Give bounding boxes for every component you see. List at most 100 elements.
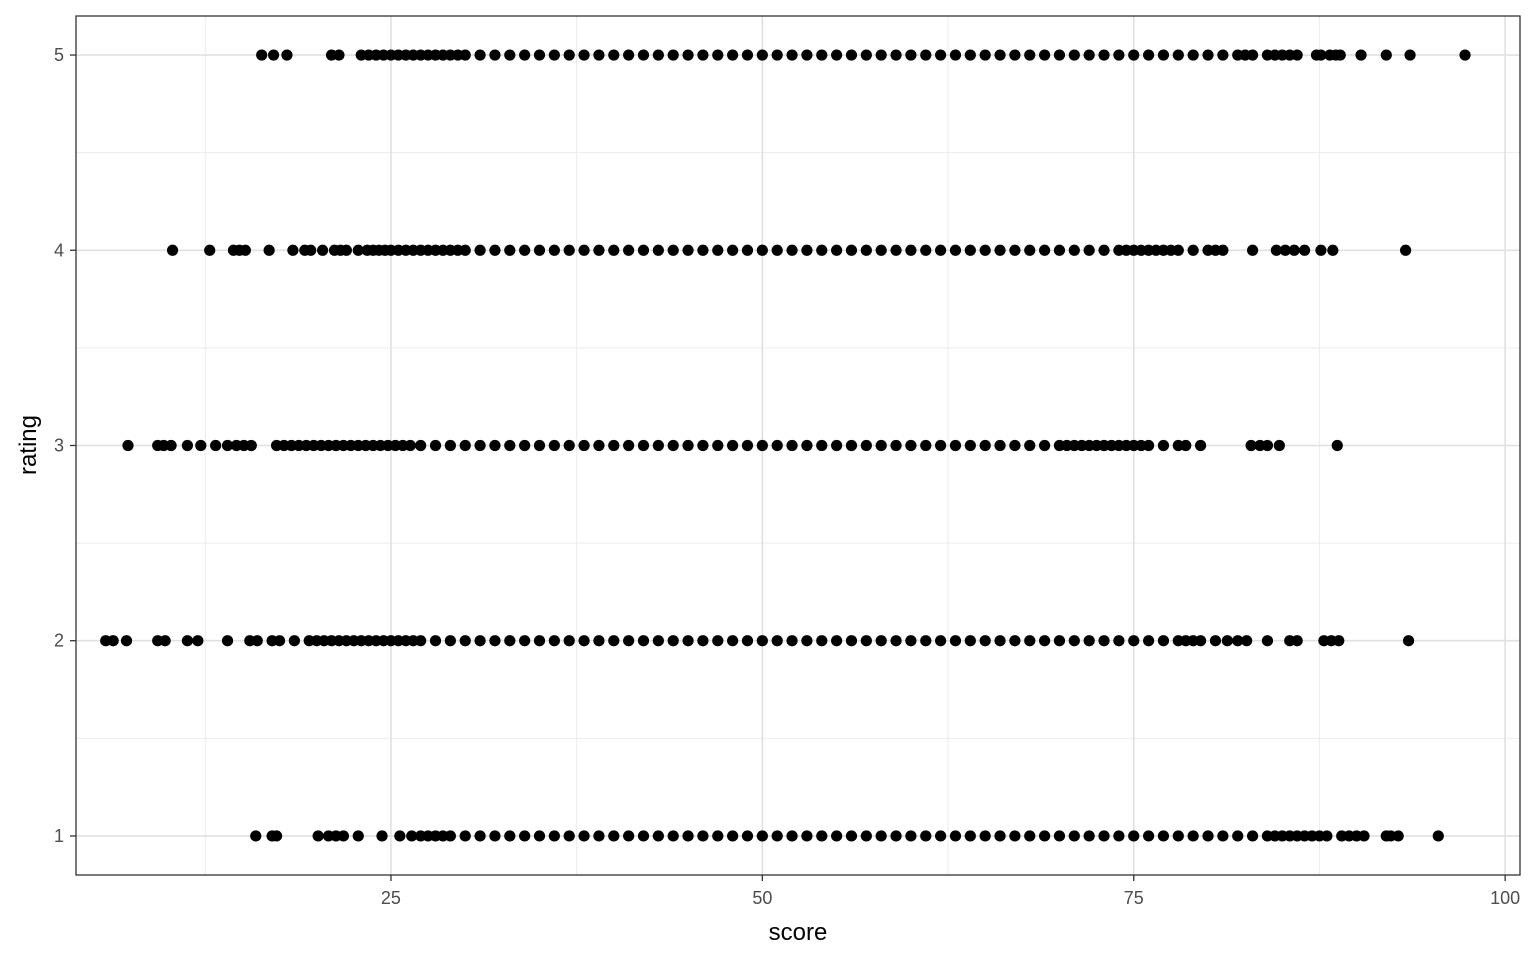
data-point: [578, 244, 590, 256]
data-point: [1053, 635, 1066, 647]
data-point: [756, 635, 768, 647]
data-point: [608, 439, 620, 452]
data-point: [459, 635, 471, 647]
data-point: [270, 830, 283, 842]
data-point: [875, 830, 887, 842]
data-point: [593, 49, 605, 61]
data-point: [741, 244, 754, 256]
data-point: [1217, 49, 1229, 61]
data-point: [1298, 244, 1311, 256]
series-rating-3: [122, 439, 1343, 452]
data-point: [1039, 830, 1051, 842]
data-point: [875, 635, 887, 647]
data-point: [1039, 635, 1051, 647]
data-point: [1202, 830, 1214, 842]
data-point: [727, 635, 739, 647]
data-point: [1194, 439, 1207, 452]
data-point: [578, 830, 590, 842]
data-point: [181, 635, 194, 647]
data-point: [1209, 635, 1222, 647]
data-point: [1187, 830, 1199, 842]
data-point: [652, 49, 664, 61]
data-point: [1232, 635, 1244, 647]
data-point: [682, 635, 694, 647]
data-point: [459, 49, 471, 61]
data-point: [667, 635, 679, 647]
data-point: [1279, 244, 1291, 256]
data-point: [890, 830, 902, 842]
data-point: [786, 49, 798, 61]
data-point: [845, 635, 858, 647]
data-point: [1172, 244, 1184, 256]
data-point: [727, 439, 739, 452]
data-point: [165, 439, 177, 452]
data-point: [519, 244, 531, 256]
data-point: [845, 49, 858, 61]
data-point: [786, 830, 798, 842]
data-point: [608, 830, 620, 842]
data-point: [1459, 49, 1471, 61]
data-point: [949, 830, 962, 842]
data-point: [459, 439, 471, 452]
data-point: [333, 49, 345, 61]
data-point: [860, 49, 872, 61]
y-axis: 1 2 3 4 5: [54, 45, 76, 846]
data-point: [519, 49, 531, 61]
data-point: [1157, 439, 1170, 452]
data-point: [519, 439, 531, 452]
data-point: [459, 830, 471, 842]
data-point: [1068, 49, 1080, 61]
data-point: [994, 244, 1006, 256]
data-point: [875, 244, 887, 256]
data-point: [697, 244, 709, 256]
data-point: [288, 635, 300, 647]
data-point: [920, 439, 932, 452]
data-point: [195, 439, 207, 452]
y-axis-title: rating: [15, 415, 42, 475]
data-point: [1180, 439, 1192, 452]
data-point: [1288, 244, 1300, 256]
data-point: [578, 439, 590, 452]
data-point: [727, 49, 739, 61]
data-point: [1261, 439, 1274, 452]
data-point: [1333, 635, 1345, 647]
data-point: [548, 49, 560, 61]
y-tick-label: 3: [54, 436, 64, 456]
data-point: [1024, 830, 1036, 842]
data-point: [741, 49, 754, 61]
data-point: [1083, 635, 1095, 647]
data-point: [1402, 635, 1415, 647]
data-point: [1143, 439, 1155, 452]
data-point: [1221, 635, 1233, 647]
data-point: [801, 635, 813, 647]
data-point: [890, 635, 902, 647]
data-point: [317, 244, 329, 256]
data-point: [1053, 49, 1066, 61]
data-point: [623, 635, 635, 647]
data-point: [519, 830, 531, 842]
data-point: [474, 830, 486, 842]
data-point: [801, 244, 813, 256]
data-point: [267, 49, 280, 61]
data-point: [905, 830, 917, 842]
data-point: [504, 635, 516, 647]
series-rating-4: [166, 244, 1412, 256]
y-tick-label: 2: [54, 631, 64, 651]
data-point: [682, 49, 694, 61]
data-point: [548, 244, 560, 256]
data-point: [1246, 830, 1259, 842]
data-point: [771, 439, 783, 452]
data-point: [1009, 635, 1021, 647]
data-point: [964, 244, 976, 256]
data-point: [1245, 439, 1257, 452]
data-point: [890, 244, 902, 256]
data-point: [459, 244, 471, 256]
data-point: [801, 49, 813, 61]
data-point: [489, 244, 501, 256]
data-point: [1261, 635, 1274, 647]
series-rating-1: [250, 830, 1444, 842]
data-point: [1327, 244, 1339, 256]
data-point: [251, 635, 263, 647]
data-point: [608, 244, 620, 256]
data-point: [1083, 244, 1095, 256]
